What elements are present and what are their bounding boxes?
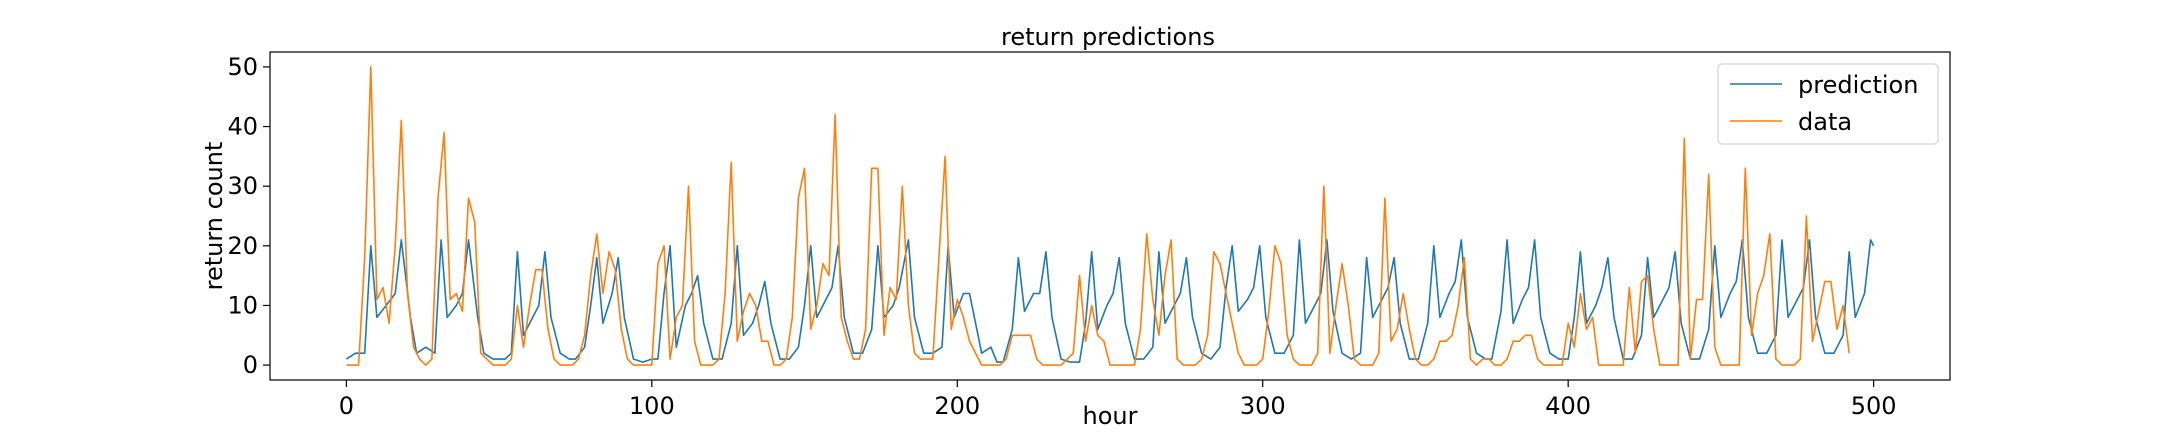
y-tick-label-10: 10 xyxy=(227,291,258,319)
x-tick-label-500: 500 xyxy=(1851,392,1897,420)
x-tick-label-400: 400 xyxy=(1545,392,1591,420)
legend: prediction data xyxy=(1717,63,1939,145)
y-tick-label-0: 0 xyxy=(243,351,258,379)
legend-label-data: data xyxy=(1798,108,1852,136)
y-tick-label-20: 20 xyxy=(227,232,258,260)
chart-title: return predictions xyxy=(1001,23,1215,51)
y-tick-label-40: 40 xyxy=(227,113,258,141)
x-tick-label-200: 200 xyxy=(934,392,980,420)
legend-label-prediction: prediction xyxy=(1798,71,1918,99)
x-tick-label-100: 100 xyxy=(629,392,675,420)
plot-frame xyxy=(269,51,1951,381)
series-layer xyxy=(345,66,1875,366)
series-line-data xyxy=(346,66,1850,366)
y-tick-label-50: 50 xyxy=(227,53,258,81)
x-axis-label: hour xyxy=(1083,402,1138,430)
x-axis: 0 100 200 300 400 500 xyxy=(339,380,1897,420)
x-tick-label-300: 300 xyxy=(1240,392,1286,420)
y-axis-label: return count xyxy=(200,142,228,291)
y-axis: 0 10 20 30 40 50 xyxy=(227,53,270,379)
x-tick-label-0: 0 xyxy=(339,392,354,420)
series-line-prediction xyxy=(345,239,1875,363)
y-tick-label-30: 30 xyxy=(227,172,258,200)
